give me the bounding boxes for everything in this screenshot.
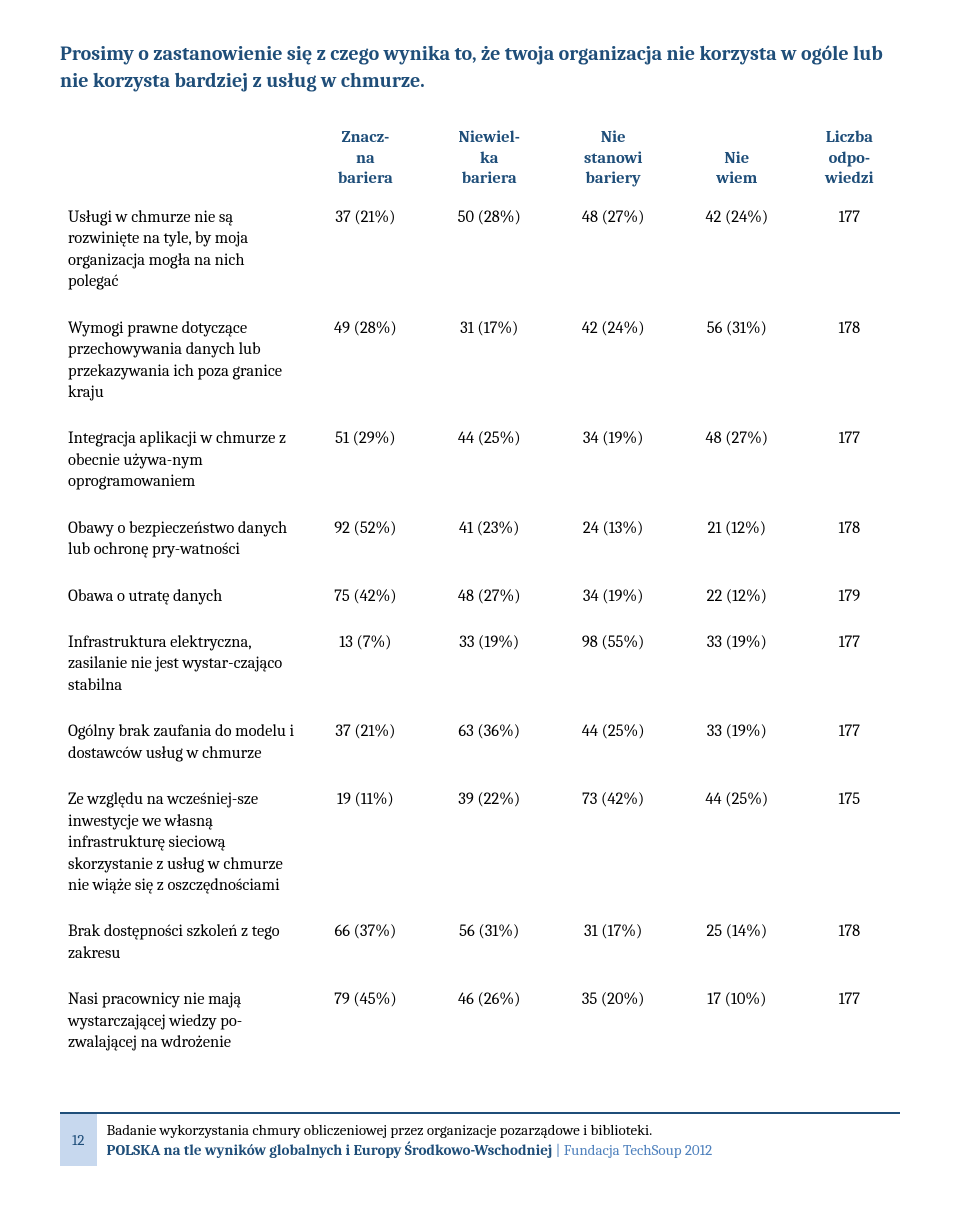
- footer-text: Badanie wykorzystania chmury obliczeniow…: [97, 1112, 900, 1167]
- cell-value: 177: [799, 982, 900, 1071]
- cell-value: 98 (55%): [551, 625, 675, 714]
- cell-value: 17 (10%): [675, 982, 799, 1071]
- cell-value: 25 (14%): [675, 914, 799, 982]
- cell-value: 48 (27%): [551, 200, 675, 311]
- cell-value: 31 (17%): [427, 311, 551, 422]
- table-row: Integracja aplikacji w chmurze z obecnie…: [60, 421, 900, 510]
- cell-value: 19 (11%): [304, 782, 428, 914]
- row-label: Obawa o utratę danych: [60, 579, 304, 625]
- cell-value: 178: [799, 511, 900, 579]
- row-label: Nasi pracownicy nie mają wystarczającej …: [60, 982, 304, 1071]
- page-number: 12: [60, 1112, 97, 1167]
- row-label: Obawy o bezpieczeństwo danych lub ochron…: [60, 511, 304, 579]
- table-row: Nasi pracownicy nie mają wystarczającej …: [60, 982, 900, 1071]
- cell-value: 41 (23%): [427, 511, 551, 579]
- table-row: Usługi w chmurze nie są rozwinięte na ty…: [60, 200, 900, 311]
- cell-value: 22 (12%): [675, 579, 799, 625]
- cell-value: 44 (25%): [427, 421, 551, 510]
- footer-line2b: | Fundacja TechSoup 2012: [552, 1141, 712, 1159]
- cell-value: 48 (27%): [675, 421, 799, 510]
- cell-value: 35 (20%): [551, 982, 675, 1071]
- row-label: Wymogi prawne dotyczące przechowywania d…: [60, 311, 304, 422]
- cell-value: 33 (19%): [675, 714, 799, 782]
- column-header: Liczbaodpo-wiedzi: [799, 122, 900, 200]
- cell-value: 56 (31%): [427, 914, 551, 982]
- table-row: Ogólny brak zaufania do modelu i dostawc…: [60, 714, 900, 782]
- cell-value: 46 (26%): [427, 982, 551, 1071]
- cell-value: 48 (27%): [427, 579, 551, 625]
- cell-value: 50 (28%): [427, 200, 551, 311]
- table-row: Brak dostępności szkoleń z tego zakresu6…: [60, 914, 900, 982]
- cell-value: 34 (19%): [551, 421, 675, 510]
- cell-value: 73 (42%): [551, 782, 675, 914]
- table-row: Obawa o utratę danych75 (42%)48 (27%)34 …: [60, 579, 900, 625]
- table-row: Obawy o bezpieczeństwo danych lub ochron…: [60, 511, 900, 579]
- cell-value: 179: [799, 579, 900, 625]
- cell-value: 63 (36%): [427, 714, 551, 782]
- cell-value: 178: [799, 311, 900, 422]
- column-header: Niestanowibariery: [551, 122, 675, 200]
- cell-value: 178: [799, 914, 900, 982]
- row-label: Infrastruktura elektryczna, zasilanie ni…: [60, 625, 304, 714]
- cell-value: 56 (31%): [675, 311, 799, 422]
- cell-value: 177: [799, 714, 900, 782]
- cell-value: 92 (52%): [304, 511, 428, 579]
- row-label: Integracja aplikacji w chmurze z obecnie…: [60, 421, 304, 510]
- cell-value: 79 (45%): [304, 982, 428, 1071]
- cell-value: 37 (21%): [304, 714, 428, 782]
- cell-value: 175: [799, 782, 900, 914]
- footer-line2a: POLSKA na tle wyników globalnych i Europ…: [107, 1141, 553, 1159]
- cell-value: 21 (12%): [675, 511, 799, 579]
- column-header: [60, 122, 304, 200]
- row-label: Ogólny brak zaufania do modelu i dostawc…: [60, 714, 304, 782]
- column-header: Niewiem: [675, 122, 799, 200]
- table-row: Wymogi prawne dotyczące przechowywania d…: [60, 311, 900, 422]
- cell-value: 66 (37%): [304, 914, 428, 982]
- cell-value: 44 (25%): [675, 782, 799, 914]
- row-label: Ze względu na wcześniej-sze inwestycje w…: [60, 782, 304, 914]
- cell-value: 31 (17%): [551, 914, 675, 982]
- page-footer: 12 Badanie wykorzystania chmury obliczen…: [60, 1112, 900, 1167]
- cell-value: 177: [799, 200, 900, 311]
- barriers-table: Znacz-nabarieraNiewiel-kabarieraNiestano…: [60, 122, 900, 1072]
- cell-value: 37 (21%): [304, 200, 428, 311]
- cell-value: 42 (24%): [551, 311, 675, 422]
- row-label: Brak dostępności szkoleń z tego zakresu: [60, 914, 304, 982]
- table-row: Infrastruktura elektryczna, zasilanie ni…: [60, 625, 900, 714]
- page-title: Prosimy o zastanowienie się z czego wyni…: [60, 40, 900, 94]
- cell-value: 33 (19%): [427, 625, 551, 714]
- column-header: Znacz-nabariera: [304, 122, 428, 200]
- cell-value: 39 (22%): [427, 782, 551, 914]
- cell-value: 33 (19%): [675, 625, 799, 714]
- table-header-row: Znacz-nabarieraNiewiel-kabarieraNiestano…: [60, 122, 900, 200]
- cell-value: 177: [799, 421, 900, 510]
- cell-value: 13 (7%): [304, 625, 428, 714]
- cell-value: 177: [799, 625, 900, 714]
- cell-value: 34 (19%): [551, 579, 675, 625]
- cell-value: 51 (29%): [304, 421, 428, 510]
- cell-value: 24 (13%): [551, 511, 675, 579]
- row-label: Usługi w chmurze nie są rozwinięte na ty…: [60, 200, 304, 311]
- cell-value: 49 (28%): [304, 311, 428, 422]
- column-header: Niewiel-kabariera: [427, 122, 551, 200]
- cell-value: 44 (25%): [551, 714, 675, 782]
- footer-line1: Badanie wykorzystania chmury obliczeniow…: [107, 1121, 653, 1139]
- cell-value: 75 (42%): [304, 579, 428, 625]
- cell-value: 42 (24%): [675, 200, 799, 311]
- table-row: Ze względu na wcześniej-sze inwestycje w…: [60, 782, 900, 914]
